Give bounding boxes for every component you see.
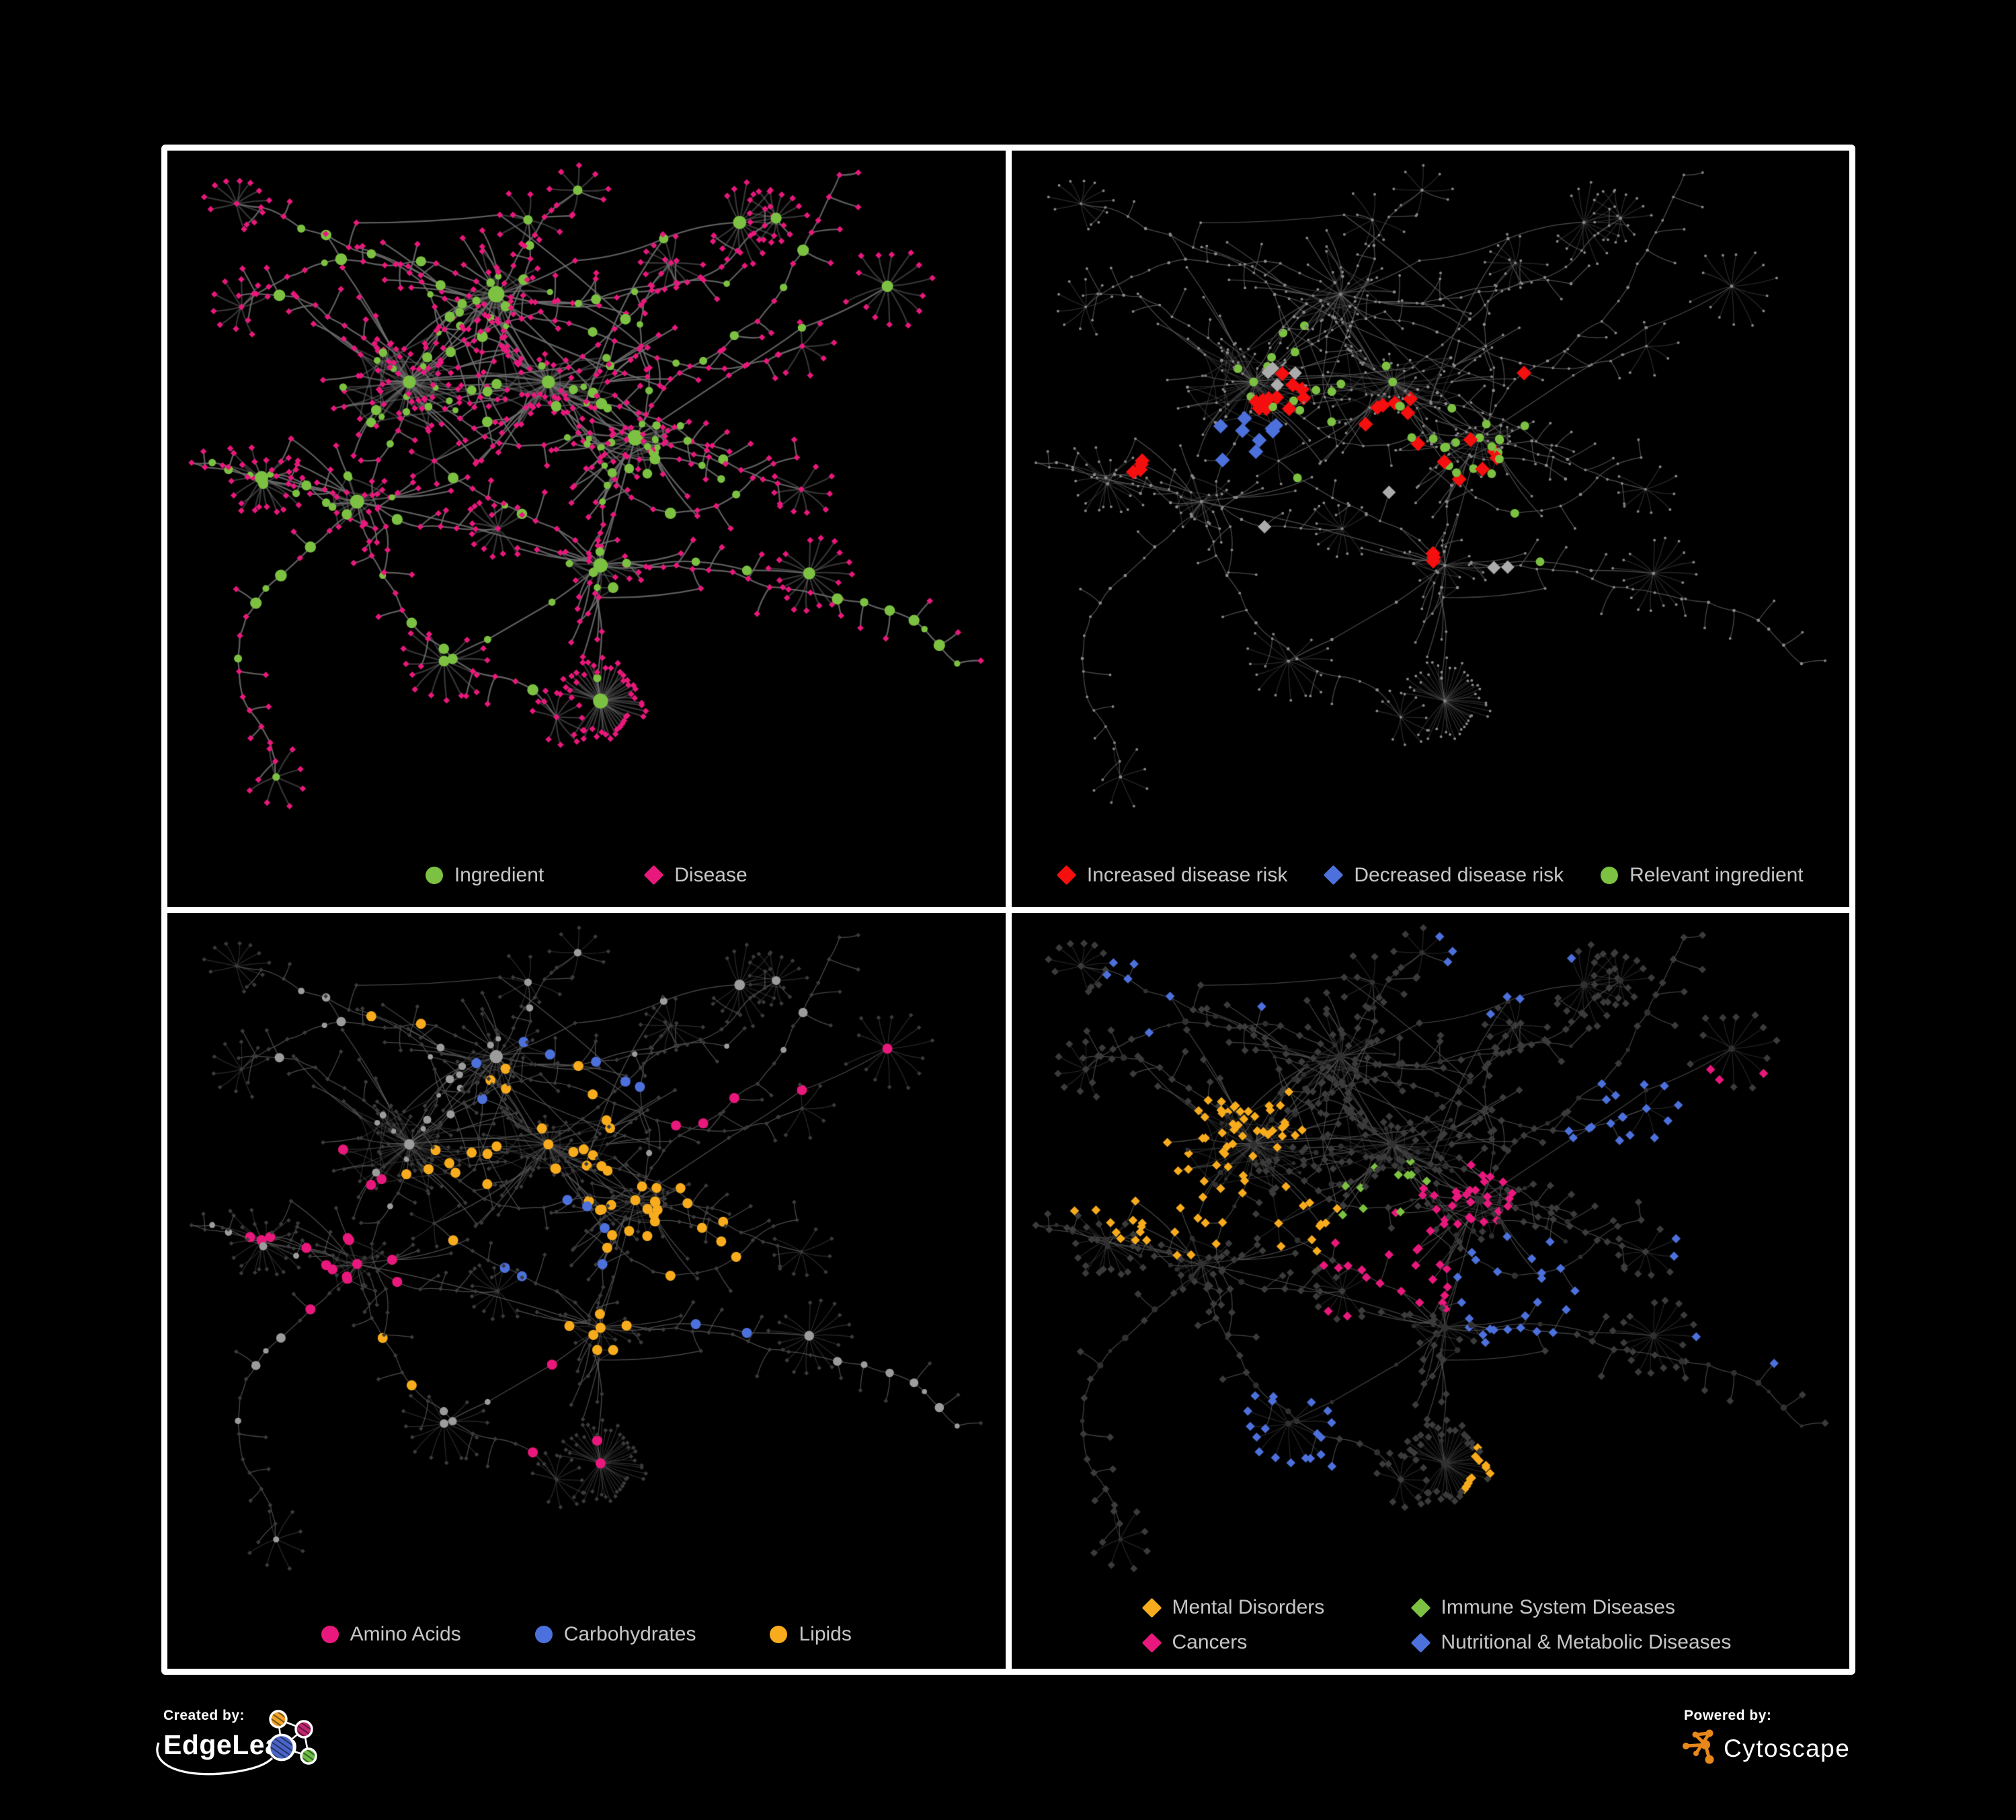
legend-marker-circle [534,1626,553,1643]
legend-nutrient-categories: Amino Acids Carbohydrates Lipids [167,1623,1006,1646]
cytoscape-wordmark: Cytoscape [1724,1735,1851,1762]
panel-grid: Ingredient Disease Increased disease risk… [161,145,1855,1675]
powered-by-label: Powered by: [1684,1708,1772,1723]
legend-label: Mental Disorders [1172,1596,1325,1618]
legend-label: Nutritional & Metabolic Diseases [1441,1631,1732,1653]
legend-item-ingredient: Ingredient [425,863,545,887]
edgeleap-logo [156,1710,317,1776]
legend-marker-diamond [1141,1597,1162,1618]
legend-item-lipids: Lipids [770,1623,852,1646]
legend-item-carbohydrates: Carbohydrates [534,1623,696,1646]
network-canvas-nutrient-categories [167,912,1006,1669]
legend-disease-risk: Increased disease risk Decreased disease … [1012,864,1850,887]
legend-label: Lipids [799,1623,852,1645]
legend-disease-categories: Mental Disorders Immune System Diseases Ca… [1012,1596,1850,1654]
legend-label: Increased disease risk [1086,863,1288,886]
legend-marker-diamond [643,865,664,885]
legend-label: Immune System Diseases [1441,1596,1675,1618]
network-canvas-ingredient-disease [167,151,1006,907]
legend-label: Amino Acids [350,1623,461,1645]
legend-ingredient-disease: Ingredient Disease [167,864,1006,887]
legend-label: Ingredient [454,863,545,886]
cytoscape-logo [1683,1729,1714,1764]
network-canvas-disease-risk [1011,151,1849,907]
legend-marker-circle [321,1626,339,1643]
legend-marker-circle [425,866,443,884]
legend-item-mental-disorders: Mental Disorders [1141,1596,1412,1619]
legend-marker-diamond [1410,1632,1430,1653]
legend-item-cancers: Cancers [1141,1631,1412,1654]
legend-marker-diamond [1056,865,1077,885]
legend-marker-diamond [1410,1597,1430,1618]
legend-label: Cancers [1172,1631,1248,1653]
panel-disease-categories: Mental Disorders Immune System Diseases Ca… [1011,912,1850,1669]
panel-nutrient-categories: Amino Acids Carbohydrates Lipids [167,912,1006,1669]
legend-item-decreased-disease-risk: Decreased disease risk [1323,863,1564,887]
network-canvas-disease-categories [1011,912,1849,1669]
legend-item-amino-acids: Amino Acids [321,1623,461,1646]
legend-item-nutritional-metabolic-diseases: Nutritional & Metabolic Diseases [1410,1631,1732,1654]
panel-ingredient-disease: Ingredient Disease [167,151,1006,907]
edgeleap-swoosh [156,1742,274,1776]
legend-label: Disease [674,863,748,886]
legend-marker-diamond [1141,1632,1162,1653]
legend-item-relevant-ingredient: Relevant ingredient [1601,864,1804,887]
legend-label: Relevant ingredient [1629,863,1804,886]
legend-marker-circle [1601,866,1619,884]
legend-label: Carbohydrates [563,1623,696,1645]
created-by-label: Created by: [163,1708,245,1723]
legend-marker-circle [770,1626,788,1643]
panel-disease-risk: Increased disease risk Decreased disease … [1011,151,1850,907]
legend-marker-diamond [1323,865,1344,885]
legend-item-immune-system-diseases: Immune System Diseases [1410,1596,1732,1619]
legend-item-disease: Disease [643,863,748,887]
legend-item-increased-disease-risk: Increased disease risk [1056,863,1288,887]
legend-label: Decreased disease risk [1354,863,1564,886]
